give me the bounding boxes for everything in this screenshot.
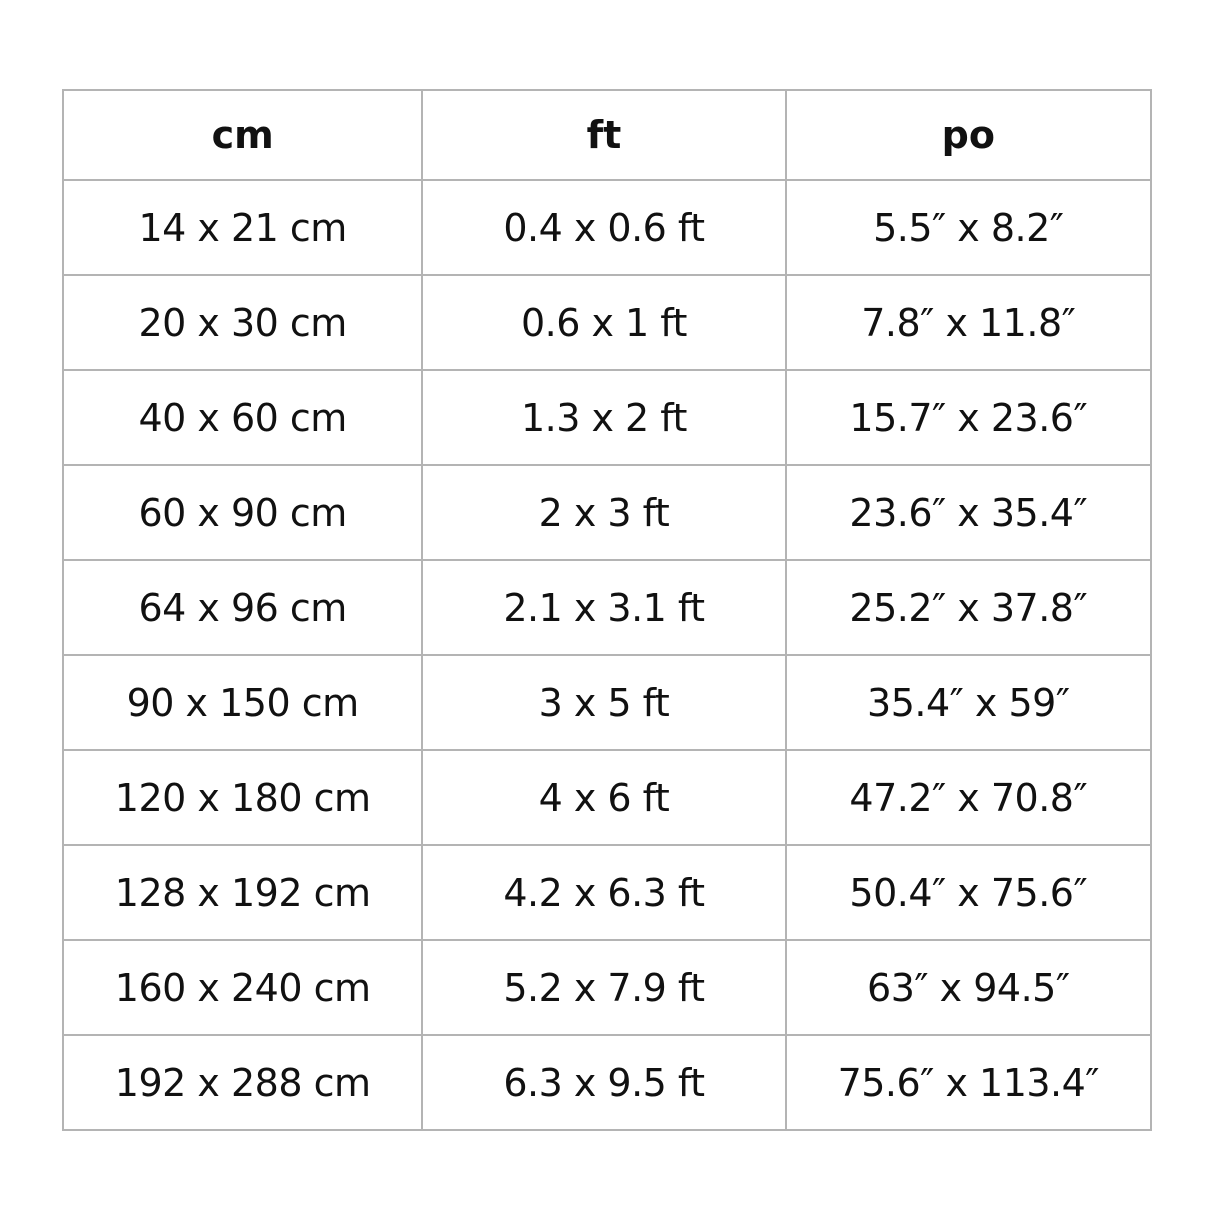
cell-ft: 6.3 x 9.5 ft: [421, 1034, 787, 1131]
header-row: cm ft po: [61, 89, 1153, 181]
table-row: 128 x 192 cm 4.2 x 6.3 ft 50.4″ x 75.6″: [61, 844, 1153, 941]
table-row: 60 x 90 cm 2 x 3 ft 23.6″ x 35.4″: [61, 464, 1153, 561]
cell-ft: 0.4 x 0.6 ft: [421, 179, 787, 276]
cell-po: 25.2″ x 37.8″: [784, 559, 1153, 656]
cell-po: 63″ x 94.5″: [784, 939, 1153, 1036]
table-row: 14 x 21 cm 0.4 x 0.6 ft 5.5″ x 8.2″: [61, 179, 1153, 276]
table-row: 120 x 180 cm 4 x 6 ft 47.2″ x 70.8″: [61, 749, 1153, 846]
table-row: 20 x 30 cm 0.6 x 1 ft 7.8″ x 11.8″: [61, 274, 1153, 371]
cell-ft: 4.2 x 6.3 ft: [421, 844, 787, 941]
header-ft: ft: [421, 89, 787, 181]
cell-cm: 192 x 288 cm: [61, 1034, 424, 1131]
cell-ft: 2.1 x 3.1 ft: [421, 559, 787, 656]
cell-cm: 64 x 96 cm: [61, 559, 424, 656]
cell-ft: 3 x 5 ft: [421, 654, 787, 751]
header-po: po: [784, 89, 1153, 181]
table-row: 192 x 288 cm 6.3 x 9.5 ft 75.6″ x 113.4″: [61, 1034, 1153, 1131]
table-row: 90 x 150 cm 3 x 5 ft 35.4″ x 59″: [61, 654, 1153, 751]
cell-po: 23.6″ x 35.4″: [784, 464, 1153, 561]
cell-cm: 20 x 30 cm: [61, 274, 424, 371]
cell-ft: 2 x 3 ft: [421, 464, 787, 561]
cell-po: 15.7″ x 23.6″: [784, 369, 1153, 466]
cell-cm: 90 x 150 cm: [61, 654, 424, 751]
cell-ft: 4 x 6 ft: [421, 749, 787, 846]
table-row: 160 x 240 cm 5.2 x 7.9 ft 63″ x 94.5″: [61, 939, 1153, 1036]
cell-cm: 120 x 180 cm: [61, 749, 424, 846]
header-cm: cm: [61, 89, 424, 181]
cell-po: 7.8″ x 11.8″: [784, 274, 1153, 371]
cell-po: 5.5″ x 8.2″: [784, 179, 1153, 276]
table-row: 64 x 96 cm 2.1 x 3.1 ft 25.2″ x 37.8″: [61, 559, 1153, 656]
cell-po: 35.4″ x 59″: [784, 654, 1153, 751]
table-row: 40 x 60 cm 1.3 x 2 ft 15.7″ x 23.6″: [61, 369, 1153, 466]
cell-cm: 60 x 90 cm: [61, 464, 424, 561]
cell-po: 50.4″ x 75.6″: [784, 844, 1153, 941]
size-conversion-table: cm ft po 14 x 21 cm 0.4 x 0.6 ft 5.5″ x 8.…: [61, 89, 1153, 1131]
cell-ft: 5.2 x 7.9 ft: [421, 939, 787, 1036]
cell-cm: 128 x 192 cm: [61, 844, 424, 941]
cell-ft: 1.3 x 2 ft: [421, 369, 787, 466]
cell-cm: 160 x 240 cm: [61, 939, 424, 1036]
cell-cm: 40 x 60 cm: [61, 369, 424, 466]
cell-ft: 0.6 x 1 ft: [421, 274, 787, 371]
cell-cm: 14 x 21 cm: [61, 179, 424, 276]
cell-po: 75.6″ x 113.4″: [784, 1034, 1153, 1131]
cell-po: 47.2″ x 70.8″: [784, 749, 1153, 846]
